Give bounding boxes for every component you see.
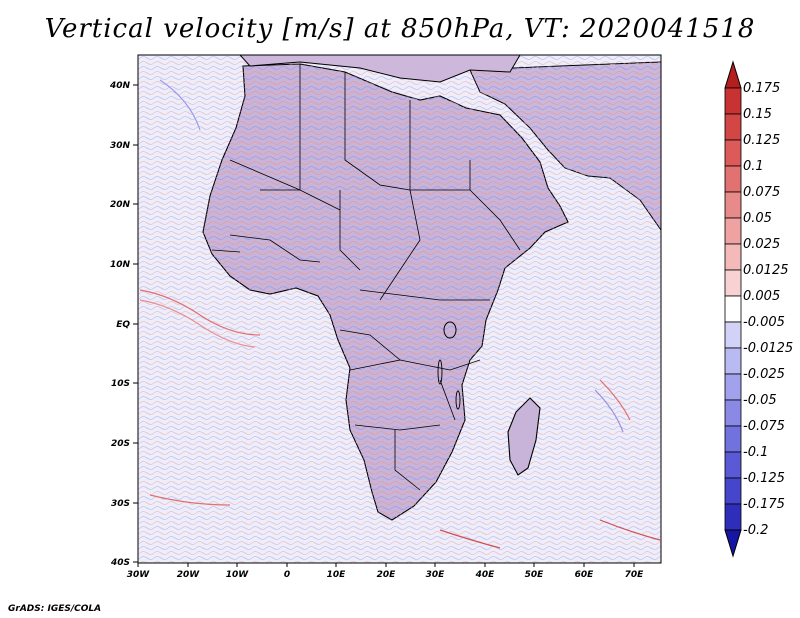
- colorbar-box: [724, 399, 742, 427]
- colorbar-label: 0.15: [743, 107, 772, 122]
- colorbar-box: [724, 243, 742, 271]
- colorbar: 0.175 0.15 0.125 0.1 0.075 0.05 0.025 0.…: [724, 60, 793, 558]
- colorbar-box: [724, 139, 742, 167]
- europe-landmass: [239, 55, 521, 83]
- country-borders: [211, 64, 521, 491]
- colorbar-box: [724, 503, 742, 531]
- lake-malawi: [455, 390, 461, 410]
- colorbar-box: [724, 373, 742, 401]
- plot-frame: [137, 54, 662, 564]
- colorbar-labels: 0.175 0.15 0.125 0.1 0.075 0.05 0.025 0.…: [743, 81, 793, 538]
- lat-tick-30n: 30N: [110, 141, 131, 151]
- map-plot-area: [138, 55, 661, 563]
- madagascar-landmass: [507, 397, 541, 476]
- lat-tick-40n: 40N: [109, 81, 131, 91]
- colorbar-label: 0.1: [743, 159, 764, 174]
- colorbar-box: [724, 217, 742, 245]
- colorbar-bottom-arrow: [724, 529, 742, 558]
- map-title: Vertical velocity [m/s] at 850hPa, VT: 2…: [44, 14, 756, 44]
- lat-tick-40s: 40S: [110, 558, 130, 568]
- colorbar-label: -0.005: [743, 315, 785, 330]
- lat-tick-20s: 20S: [111, 439, 130, 449]
- colorbar-box: [724, 321, 742, 349]
- colorbar-boxes: [724, 87, 742, 531]
- lon-tick-20w: 20W: [177, 570, 201, 580]
- colorbar-label: 0.005: [743, 289, 780, 304]
- lon-tick-20e: 20E: [377, 570, 397, 580]
- lon-tick-70e: 70E: [625, 570, 645, 580]
- longitude-axis: 30W 20W 10W 0 10E 20E 30E 40E 50E 60E 70…: [127, 563, 644, 580]
- lon-tick-60e: 60E: [575, 570, 595, 580]
- colorbar-box: [724, 347, 742, 375]
- colorbar-box: [724, 477, 742, 505]
- colorbar-label: -0.175: [743, 497, 785, 512]
- colorbar-box: [724, 87, 742, 115]
- colorbar-box: [724, 295, 742, 323]
- lon-tick-30e: 30E: [426, 570, 446, 580]
- colorbar-label: -0.2: [743, 523, 768, 538]
- colorbar-label: 0.175: [743, 81, 780, 96]
- colorbar-box: [724, 113, 742, 141]
- lat-tick-eq: EQ: [116, 320, 130, 330]
- colorbar-label: 0.125: [743, 133, 780, 148]
- lat-tick-20n: 20N: [110, 200, 131, 210]
- lake-tanganyika: [437, 359, 443, 385]
- lon-tick-50e: 50E: [525, 570, 545, 580]
- colorbar-label: -0.075: [743, 419, 785, 434]
- latitude-axis: 40N 30N 20N 10N EQ 10S 20S 30S 40S: [109, 81, 138, 568]
- lat-tick-10n: 10N: [110, 260, 131, 270]
- colorbar-label: -0.1: [743, 445, 768, 460]
- grads-credit: GrADS: IGES/COLA: [8, 604, 102, 614]
- colorbar-label: -0.05: [743, 393, 777, 408]
- colorbar-box: [724, 191, 742, 219]
- lon-tick-40e: 40E: [475, 570, 496, 580]
- lon-tick-30w: 30W: [127, 570, 151, 580]
- arabia-velocity-texture: [470, 62, 661, 230]
- colorbar-label: -0.0125: [743, 341, 793, 356]
- lat-tick-30s: 30S: [111, 499, 130, 509]
- colorbar-box: [724, 451, 742, 479]
- ocean-features: [139, 79, 661, 549]
- colorbar-box: [724, 165, 742, 193]
- colorbar-label: 0.025: [743, 237, 780, 252]
- colorbar-label: -0.025: [743, 367, 785, 382]
- colorbar-box: [724, 425, 742, 453]
- colorbar-label: -0.125: [743, 471, 785, 486]
- colorbar-label: 0.0125: [743, 263, 789, 278]
- lake-victoria: [443, 321, 457, 339]
- colorbar-label: 0.075: [743, 185, 780, 200]
- colorbar-box: [724, 269, 742, 297]
- lat-tick-10s: 10S: [111, 379, 130, 389]
- lon-tick-10w: 10W: [226, 570, 250, 580]
- colorbar-label: 0.05: [743, 211, 772, 226]
- lon-tick-10e: 10E: [327, 570, 347, 580]
- colorbar-top-arrow: [724, 60, 742, 89]
- lon-tick-0: 0: [284, 570, 290, 580]
